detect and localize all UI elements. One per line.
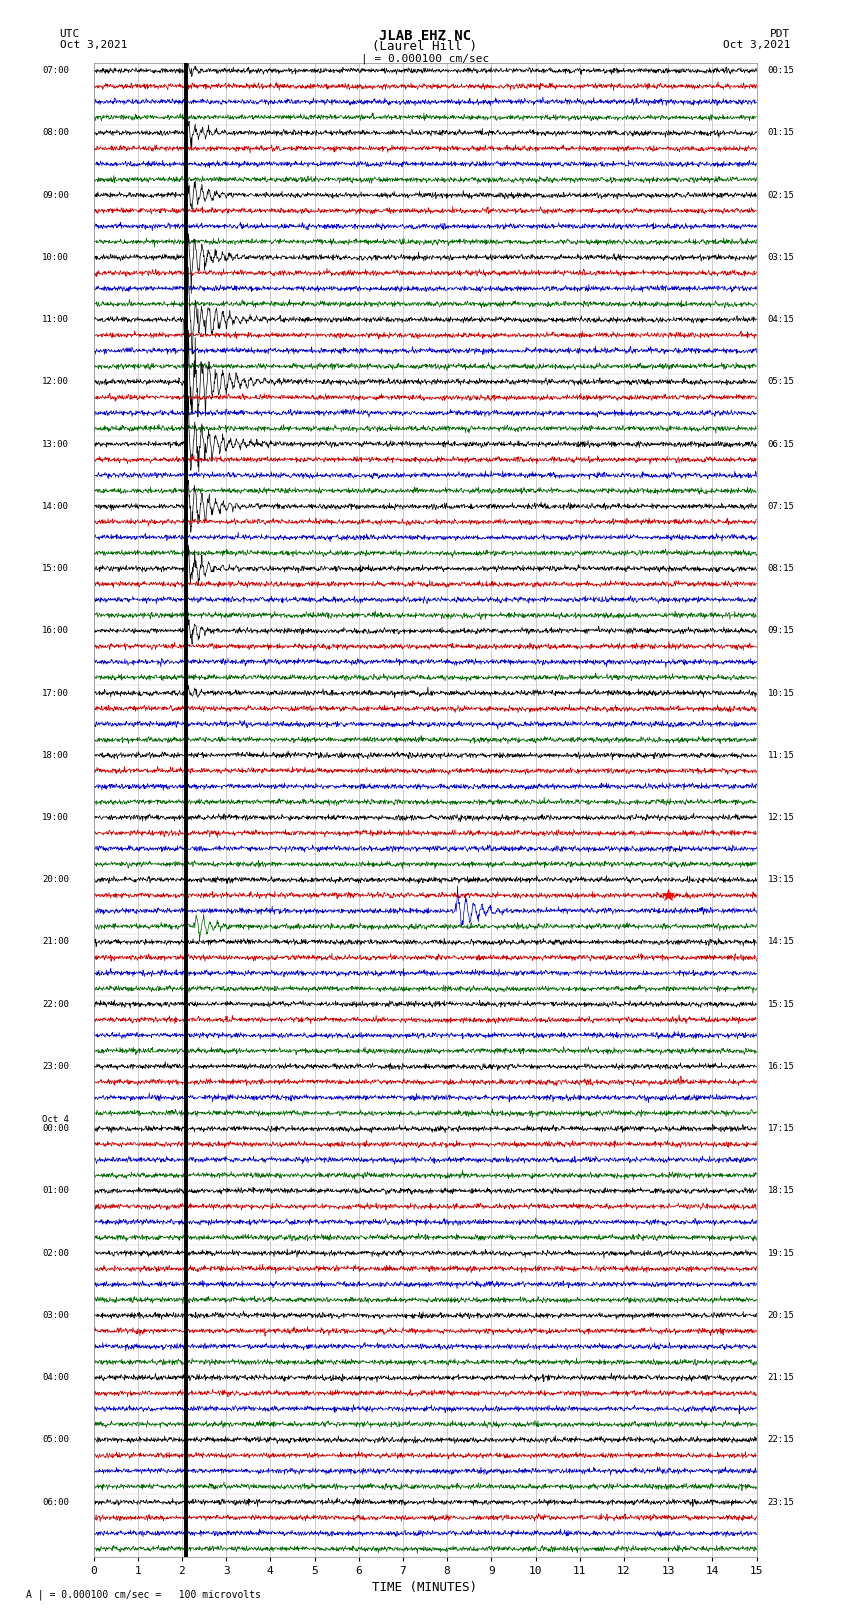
Text: 05:00: 05:00 (42, 1436, 69, 1444)
Text: 18:15: 18:15 (768, 1187, 795, 1195)
Text: 17:00: 17:00 (42, 689, 69, 697)
Text: 09:00: 09:00 (42, 190, 69, 200)
Text: 00:00: 00:00 (42, 1124, 69, 1134)
Text: 02:15: 02:15 (768, 190, 795, 200)
Text: 04:00: 04:00 (42, 1373, 69, 1382)
Text: 14:15: 14:15 (768, 937, 795, 947)
Text: 07:15: 07:15 (768, 502, 795, 511)
Text: 01:15: 01:15 (768, 129, 795, 137)
Text: 23:00: 23:00 (42, 1061, 69, 1071)
Text: JLAB EHZ NC: JLAB EHZ NC (379, 29, 471, 44)
Text: (Laurel Hill ): (Laurel Hill ) (372, 40, 478, 53)
Text: 15:15: 15:15 (768, 1000, 795, 1008)
Text: 16:15: 16:15 (768, 1061, 795, 1071)
Text: 19:00: 19:00 (42, 813, 69, 823)
Text: 01:00: 01:00 (42, 1187, 69, 1195)
Text: 00:15: 00:15 (768, 66, 795, 76)
Text: Oct 4: Oct 4 (42, 1115, 69, 1124)
Text: 19:15: 19:15 (768, 1248, 795, 1258)
Text: A | = 0.000100 cm/sec =   100 microvolts: A | = 0.000100 cm/sec = 100 microvolts (26, 1589, 260, 1600)
Text: 22:15: 22:15 (768, 1436, 795, 1444)
Text: 08:15: 08:15 (768, 565, 795, 573)
Text: UTC: UTC (60, 29, 80, 39)
Text: 20:15: 20:15 (768, 1311, 795, 1319)
Text: 12:00: 12:00 (42, 377, 69, 387)
Text: PDT: PDT (770, 29, 790, 39)
Text: 12:15: 12:15 (768, 813, 795, 823)
Text: 06:15: 06:15 (768, 440, 795, 448)
Text: Oct 3,2021: Oct 3,2021 (60, 40, 127, 50)
Text: 13:00: 13:00 (42, 440, 69, 448)
Text: 07:00: 07:00 (42, 66, 69, 76)
Text: 02:00: 02:00 (42, 1248, 69, 1258)
Text: 05:15: 05:15 (768, 377, 795, 387)
Text: 03:00: 03:00 (42, 1311, 69, 1319)
Text: 20:00: 20:00 (42, 876, 69, 884)
Text: 21:15: 21:15 (768, 1373, 795, 1382)
Text: Oct 3,2021: Oct 3,2021 (723, 40, 791, 50)
Text: | = 0.000100 cm/sec: | = 0.000100 cm/sec (361, 53, 489, 65)
Text: 08:00: 08:00 (42, 129, 69, 137)
Text: 15:00: 15:00 (42, 565, 69, 573)
Text: 11:00: 11:00 (42, 315, 69, 324)
Text: 14:00: 14:00 (42, 502, 69, 511)
Text: 11:15: 11:15 (768, 750, 795, 760)
Text: 17:15: 17:15 (768, 1124, 795, 1134)
Text: 18:00: 18:00 (42, 750, 69, 760)
Text: 03:15: 03:15 (768, 253, 795, 261)
X-axis label: TIME (MINUTES): TIME (MINUTES) (372, 1581, 478, 1594)
Text: 10:00: 10:00 (42, 253, 69, 261)
Text: 23:15: 23:15 (768, 1497, 795, 1507)
Text: 16:00: 16:00 (42, 626, 69, 636)
Text: 21:00: 21:00 (42, 937, 69, 947)
Text: 09:15: 09:15 (768, 626, 795, 636)
Text: 22:00: 22:00 (42, 1000, 69, 1008)
Text: 06:00: 06:00 (42, 1497, 69, 1507)
Text: 13:15: 13:15 (768, 876, 795, 884)
Text: 10:15: 10:15 (768, 689, 795, 697)
Text: 04:15: 04:15 (768, 315, 795, 324)
